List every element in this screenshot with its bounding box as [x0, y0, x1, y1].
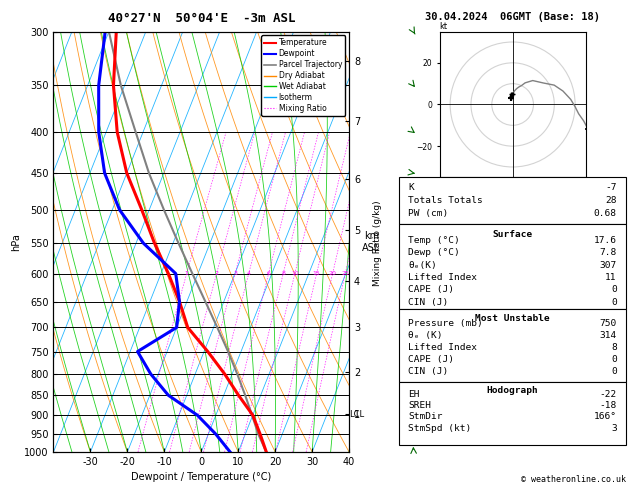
- Text: 0.68: 0.68: [594, 209, 617, 218]
- Text: K: K: [408, 183, 415, 192]
- Text: 15: 15: [313, 271, 321, 276]
- Text: LCL: LCL: [349, 410, 364, 418]
- Text: 20: 20: [329, 271, 337, 276]
- Text: 0: 0: [611, 367, 617, 376]
- Text: 28: 28: [605, 196, 617, 205]
- Text: StmDir: StmDir: [408, 413, 443, 421]
- Text: 10: 10: [291, 271, 299, 276]
- Text: SREH: SREH: [408, 401, 431, 410]
- Text: 8: 8: [611, 343, 617, 352]
- Text: -22: -22: [599, 390, 617, 399]
- Text: 11: 11: [605, 273, 617, 282]
- Text: θₑ(K): θₑ(K): [408, 260, 437, 270]
- Text: -7: -7: [605, 183, 617, 192]
- Text: 0: 0: [611, 355, 617, 364]
- Text: 40°27'N  50°04'E  -3m ASL: 40°27'N 50°04'E -3m ASL: [108, 12, 295, 25]
- Y-axis label: hPa: hPa: [11, 233, 21, 251]
- Text: 307: 307: [599, 260, 617, 270]
- Text: PW (cm): PW (cm): [408, 209, 448, 218]
- Text: 750: 750: [599, 319, 617, 328]
- Text: 1: 1: [185, 271, 189, 276]
- Text: 25: 25: [342, 271, 349, 276]
- Text: 4: 4: [247, 271, 251, 276]
- Text: θₑ (K): θₑ (K): [408, 330, 443, 340]
- Text: Surface: Surface: [493, 229, 533, 239]
- Text: 8: 8: [281, 271, 285, 276]
- X-axis label: Dewpoint / Temperature (°C): Dewpoint / Temperature (°C): [131, 472, 271, 483]
- Text: CAPE (J): CAPE (J): [408, 285, 455, 295]
- Text: Mixing Ratio (g/kg): Mixing Ratio (g/kg): [373, 200, 382, 286]
- Text: © weatheronline.co.uk: © weatheronline.co.uk: [521, 474, 626, 484]
- Text: Lifted Index: Lifted Index: [408, 273, 477, 282]
- Text: Lifted Index: Lifted Index: [408, 343, 477, 352]
- Text: Totals Totals: Totals Totals: [408, 196, 483, 205]
- Text: Pressure (mb): Pressure (mb): [408, 319, 483, 328]
- Text: CAPE (J): CAPE (J): [408, 355, 455, 364]
- Text: 30.04.2024  06GMT (Base: 18): 30.04.2024 06GMT (Base: 18): [425, 12, 600, 22]
- Text: 3: 3: [233, 271, 237, 276]
- Text: 3: 3: [611, 424, 617, 433]
- Legend: Temperature, Dewpoint, Parcel Trajectory, Dry Adiabat, Wet Adiabat, Isotherm, Mi: Temperature, Dewpoint, Parcel Trajectory…: [261, 35, 345, 116]
- Text: Most Unstable: Most Unstable: [476, 314, 550, 323]
- Text: 6: 6: [267, 271, 270, 276]
- Text: 166°: 166°: [594, 413, 617, 421]
- Text: EH: EH: [408, 390, 420, 399]
- Text: CIN (J): CIN (J): [408, 298, 448, 307]
- Text: 2: 2: [214, 271, 218, 276]
- Text: 7.8: 7.8: [599, 248, 617, 258]
- Text: CIN (J): CIN (J): [408, 367, 448, 376]
- Text: Hodograph: Hodograph: [487, 386, 538, 395]
- Text: kt: kt: [440, 22, 448, 31]
- Text: Temp (°C): Temp (°C): [408, 236, 460, 245]
- Text: -18: -18: [599, 401, 617, 410]
- Y-axis label: km
ASL: km ASL: [362, 231, 381, 253]
- Text: StmSpd (kt): StmSpd (kt): [408, 424, 472, 433]
- Text: 314: 314: [599, 330, 617, 340]
- Text: Dewp (°C): Dewp (°C): [408, 248, 460, 258]
- Text: 0: 0: [611, 285, 617, 295]
- Text: 0: 0: [611, 298, 617, 307]
- Text: 17.6: 17.6: [594, 236, 617, 245]
